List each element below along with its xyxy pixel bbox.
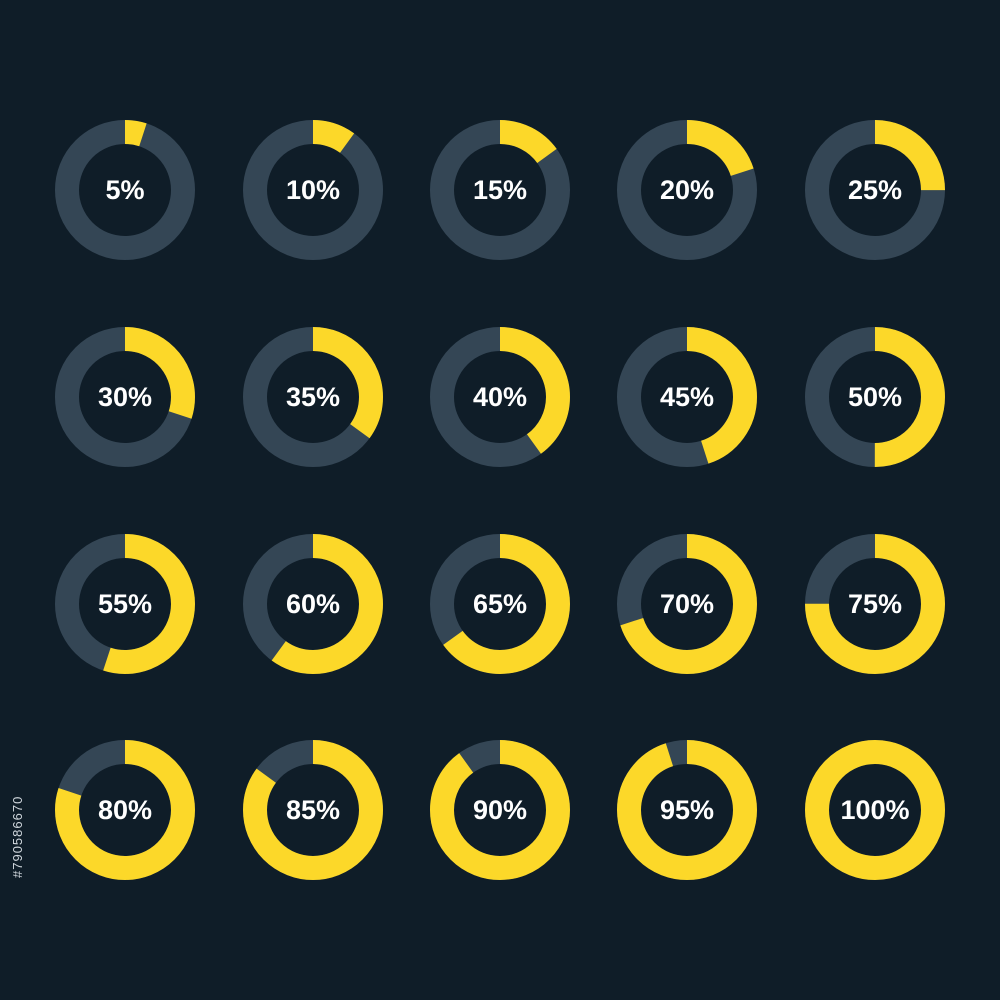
ring-progress-arc	[55, 120, 195, 260]
ring-progress-arc	[430, 120, 570, 260]
ring-progress-arc	[430, 534, 570, 674]
ring-progress-arc	[243, 120, 383, 260]
ring-progress-arc	[55, 327, 195, 467]
ring-percent-label: 55%	[98, 589, 152, 619]
progress-ring: 90%	[430, 740, 570, 880]
ring-percent-label: 65%	[473, 589, 527, 619]
ring-progress-arc	[243, 534, 383, 674]
ring-percent-label: 30%	[98, 382, 152, 412]
ring-progress-arc	[243, 740, 383, 880]
ring-percent-label: 95%	[660, 795, 714, 825]
progress-ring: 40%	[430, 327, 570, 467]
progress-ring: 25%	[805, 120, 945, 260]
ring-progress-arc	[430, 327, 570, 467]
progress-ring: 80%	[55, 740, 195, 880]
ring-percent-label: 15%	[473, 175, 527, 205]
ring-percent-label: 5%	[105, 175, 144, 205]
progress-ring: 5%	[55, 120, 195, 260]
progress-ring: 10%	[243, 120, 383, 260]
ring-percent-label: 80%	[98, 795, 152, 825]
ring-percent-label: 35%	[286, 382, 340, 412]
ring-progress-arc	[805, 327, 945, 467]
ring-percent-label: 85%	[286, 795, 340, 825]
ring-percent-label: 40%	[473, 382, 527, 412]
ring-progress-arc	[805, 534, 945, 674]
progress-ring: 20%	[617, 120, 757, 260]
ring-progress-arc	[617, 120, 757, 260]
ring-percent-label: 45%	[660, 382, 714, 412]
ring-progress-arc	[617, 534, 757, 674]
progress-ring: 35%	[243, 327, 383, 467]
ring-percent-label: 75%	[848, 589, 902, 619]
progress-ring: 55%	[55, 534, 195, 674]
ring-percent-label: 90%	[473, 795, 527, 825]
ring-percent-label: 20%	[660, 175, 714, 205]
progress-ring: 75%	[805, 534, 945, 674]
progress-ring: 60%	[243, 534, 383, 674]
progress-ring: 30%	[55, 327, 195, 467]
ring-progress-arc	[55, 534, 195, 674]
ring-progress-arc	[243, 327, 383, 467]
progress-ring: 15%	[430, 120, 570, 260]
ring-progress-arc	[55, 740, 195, 880]
ring-progress-arc	[430, 740, 570, 880]
ring-percent-label: 100%	[840, 795, 909, 825]
ring-progress-arc	[617, 740, 757, 880]
progress-ring: 65%	[430, 534, 570, 674]
ring-percent-label: 25%	[848, 175, 902, 205]
ring-percent-label: 60%	[286, 589, 340, 619]
progress-ring: 100%	[805, 740, 945, 880]
ring-progress-arc	[617, 327, 757, 467]
ring-progress-arc	[805, 740, 945, 880]
progress-ring: 45%	[617, 327, 757, 467]
ring-percent-label: 70%	[660, 589, 714, 619]
progress-ring: 85%	[243, 740, 383, 880]
progress-ring: 95%	[617, 740, 757, 880]
progress-ring: 70%	[617, 534, 757, 674]
stock-image-id: #790586670	[10, 795, 25, 878]
ring-progress-arc	[805, 120, 945, 260]
ring-percent-label: 10%	[286, 175, 340, 205]
ring-percent-label: 50%	[848, 382, 902, 412]
progress-ring: 50%	[805, 327, 945, 467]
